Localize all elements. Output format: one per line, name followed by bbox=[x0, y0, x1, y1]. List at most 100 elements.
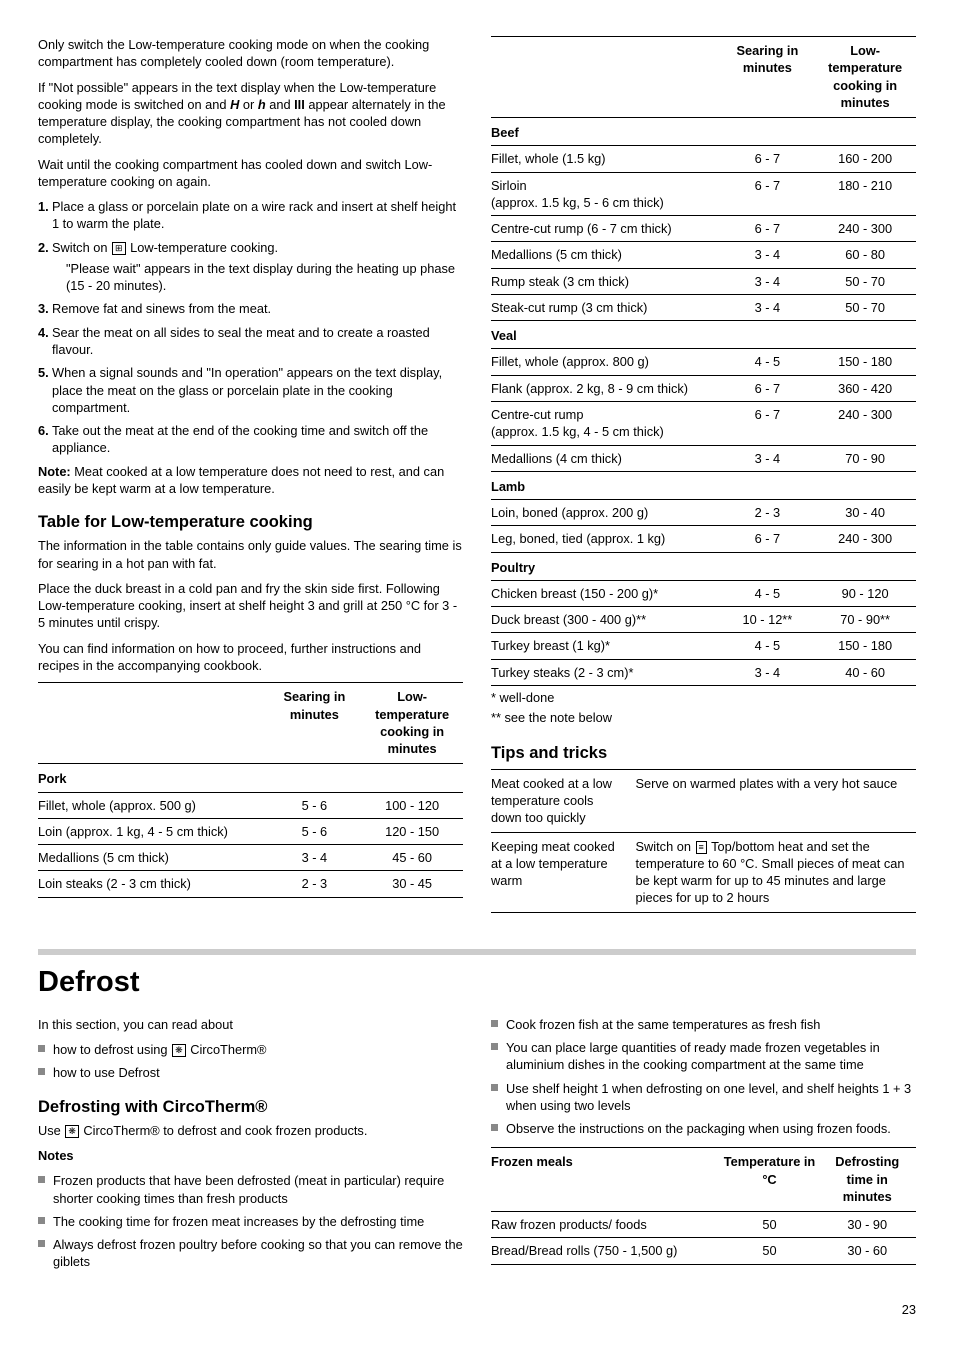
step: 6.Take out the meat at the end of the co… bbox=[38, 422, 463, 457]
tips-row: Meat cooked at a low temperature cools d… bbox=[491, 770, 916, 832]
cell-searing: 3 - 4 bbox=[721, 268, 819, 294]
tips-body: Meat cooked at a low temperature cools d… bbox=[491, 770, 916, 912]
cell-lowtemp: 240 - 300 bbox=[818, 216, 916, 242]
page-number: 23 bbox=[38, 1301, 916, 1318]
step-num: 3. bbox=[38, 300, 52, 317]
use-b: CircoTherm® to defrost and cook frozen p… bbox=[80, 1123, 368, 1138]
cell-lowtemp: 100 - 120 bbox=[365, 792, 463, 818]
cell-name: Medallions (4 cm thick) bbox=[491, 445, 721, 471]
bullet: Use shelf height 1 when defrosting on on… bbox=[491, 1080, 916, 1115]
chapter-defrost: Defrost bbox=[38, 949, 916, 1002]
tip-problem: Meat cooked at a low temperature cools d… bbox=[491, 770, 636, 832]
table-row: Fillet, whole (1.5 kg)6 - 7160 - 200 bbox=[491, 146, 916, 172]
bullet-icon bbox=[491, 1124, 498, 1131]
step-num: 4. bbox=[38, 324, 52, 359]
note: Note: Meat cooked at a low temperature d… bbox=[38, 463, 463, 498]
bullet-text: how to defrost using ❋ CircoTherm® bbox=[53, 1041, 463, 1058]
cell-searing: 2 - 3 bbox=[721, 500, 819, 526]
table-row: Flank (approx. 2 kg, 8 - 9 cm thick)6 - … bbox=[491, 375, 916, 401]
table-row: Medallions (5 cm thick)3 - 460 - 80 bbox=[491, 242, 916, 268]
cell-searing: 4 - 5 bbox=[721, 633, 819, 659]
step-sub: "Please wait" appears in the text displa… bbox=[66, 260, 463, 295]
cell-lowtemp: 30 - 45 bbox=[365, 871, 463, 897]
right-column: Searing in minutes Low-temperature cooki… bbox=[491, 36, 916, 913]
table-row: Loin steaks (2 - 3 cm thick)2 - 330 - 45 bbox=[38, 871, 463, 897]
table-row: Medallions (4 cm thick)3 - 470 - 90 bbox=[491, 445, 916, 471]
cell-searing: 6 - 7 bbox=[721, 375, 819, 401]
table-p2: Place the duck breast in a cold pan and … bbox=[38, 580, 463, 632]
cell-name: Sirloin(approx. 1.5 kg, 5 - 6 cm thick) bbox=[491, 172, 721, 216]
bullet-icon bbox=[38, 1068, 45, 1075]
cell-lowtemp: 60 - 80 bbox=[818, 242, 916, 268]
cell-searing: 6 - 7 bbox=[721, 526, 819, 552]
cell-name: Leg, boned, tied (approx. 1 kg) bbox=[491, 526, 721, 552]
tips-table: Meat cooked at a low temperature cools d… bbox=[491, 769, 916, 913]
mode-icon: ⊞ bbox=[112, 242, 126, 255]
bullet: how to use Defrost bbox=[38, 1064, 463, 1081]
defrost-right: Cook frozen fish at the same temperature… bbox=[491, 1016, 916, 1277]
bullet-icon bbox=[491, 1020, 498, 1027]
table-row: Raw frozen products/ foods5030 - 90 bbox=[491, 1212, 916, 1238]
step: 4.Sear the meat on all sides to seal the… bbox=[38, 324, 463, 359]
step-num: 1. bbox=[38, 198, 52, 233]
step-text: Take out the meat at the end of the cook… bbox=[52, 422, 463, 457]
bullet-text: Use shelf height 1 when defrosting on on… bbox=[506, 1080, 916, 1115]
step-text: Sear the meat on all sides to seal the m… bbox=[52, 324, 463, 359]
step-text: Place a glass or porcelain plate on a wi… bbox=[52, 198, 463, 233]
group-cell: Poultry bbox=[491, 552, 916, 580]
bullet: Observe the instructions on the packagin… bbox=[491, 1120, 916, 1137]
table-row: Poultry bbox=[491, 552, 916, 580]
cell-searing: 3 - 4 bbox=[721, 294, 819, 320]
tips-row: Keeping meat cooked at a low temperature… bbox=[491, 832, 916, 912]
footnote-1: * well-done bbox=[491, 689, 916, 706]
left-column: Only switch the Low-temperature cooking … bbox=[38, 36, 463, 913]
cell-searing: 3 - 4 bbox=[268, 845, 366, 871]
cell-temp: 50 bbox=[721, 1212, 823, 1238]
note-lead: Note: bbox=[38, 464, 74, 479]
note-body: Meat cooked at a low temperature does no… bbox=[38, 464, 444, 496]
steps-list: 1.Place a glass or porcelain plate on a … bbox=[38, 198, 463, 456]
cell-lowtemp: 50 - 70 bbox=[818, 268, 916, 294]
cell-name: Centre-cut rump (6 - 7 cm thick) bbox=[491, 216, 721, 242]
th-empty bbox=[38, 683, 268, 764]
cell-lowtemp: 240 - 300 bbox=[818, 401, 916, 445]
cell-lowtemp: 240 - 300 bbox=[818, 526, 916, 552]
table-row: Beef bbox=[491, 118, 916, 146]
defrost-notes-right: Cook frozen fish at the same temperature… bbox=[491, 1016, 916, 1138]
step-text: When a signal sounds and "In operation" … bbox=[52, 364, 463, 416]
cell-time: 30 - 90 bbox=[823, 1212, 917, 1238]
bullet-text: Cook frozen fish at the same temperature… bbox=[506, 1016, 916, 1033]
bullet-text: Observe the instructions on the packagin… bbox=[506, 1120, 916, 1137]
table-row: Lamb bbox=[491, 471, 916, 499]
cell-name: Loin, boned (approx. 200 g) bbox=[491, 500, 721, 526]
cell-searing: 3 - 4 bbox=[721, 659, 819, 685]
cell-name: Fillet, whole (approx. 500 g) bbox=[38, 792, 268, 818]
circotherm-icon: ❋ bbox=[172, 1044, 186, 1057]
bullet-text: Always defrost frozen poultry before coo… bbox=[53, 1236, 463, 1271]
table-row: Turkey breast (1 kg)*4 - 5150 - 180 bbox=[491, 633, 916, 659]
step-text: Switch on ⊞ Low-temperature cooking."Ple… bbox=[52, 239, 463, 295]
cell-lowtemp: 45 - 60 bbox=[365, 845, 463, 871]
bullet-icon bbox=[491, 1084, 498, 1091]
table-heading: Table for Low-temperature cooking bbox=[38, 511, 463, 533]
table-row: Veal bbox=[491, 321, 916, 349]
bullet: how to defrost using ❋ CircoTherm® bbox=[38, 1041, 463, 1058]
cell-temp: 50 bbox=[721, 1238, 823, 1264]
cell-name: Loin (approx. 1 kg, 4 - 5 cm thick) bbox=[38, 818, 268, 844]
cell-name: Fillet, whole (1.5 kg) bbox=[491, 146, 721, 172]
cell-lowtemp: 180 - 210 bbox=[818, 172, 916, 216]
glyph-III: III bbox=[294, 97, 305, 112]
defrost-use: Use ❋ CircoTherm® to defrost and cook fr… bbox=[38, 1122, 463, 1139]
th-searing-r: Searing in minutes bbox=[721, 37, 819, 118]
step-num: 2. bbox=[38, 239, 52, 295]
bullet: The cooking time for frozen meat increas… bbox=[38, 1213, 463, 1230]
bullet: Always defrost frozen poultry before coo… bbox=[38, 1236, 463, 1271]
th-lowtemp-r: Low-temperature cooking in minutes bbox=[818, 37, 916, 118]
upper-two-column: Only switch the Low-temperature cooking … bbox=[38, 36, 916, 913]
bullet-icon bbox=[38, 1045, 45, 1052]
cell-name: Centre-cut rump(approx. 1.5 kg, 4 - 5 cm… bbox=[491, 401, 721, 445]
step-num: 5. bbox=[38, 364, 52, 416]
glyph-H: H bbox=[230, 97, 239, 112]
defrost-left: In this section, you can read about how … bbox=[38, 1016, 463, 1277]
notes-label-text: Notes bbox=[38, 1148, 74, 1163]
